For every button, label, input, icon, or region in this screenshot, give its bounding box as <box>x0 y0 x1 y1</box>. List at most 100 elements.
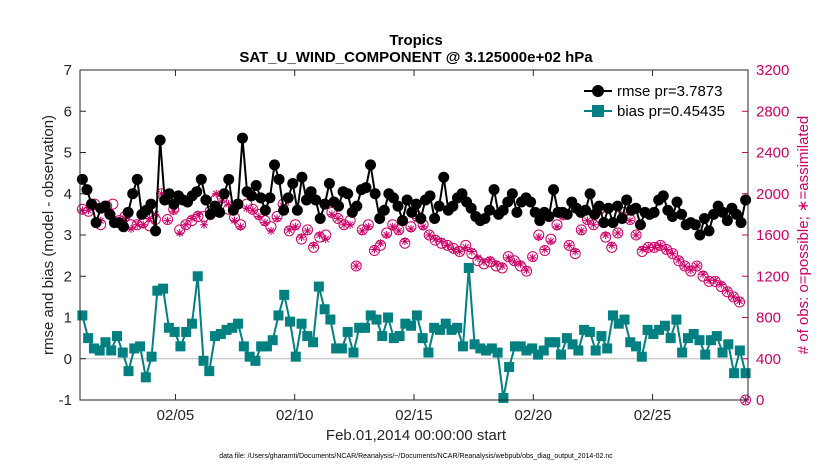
bias-point <box>475 343 486 354</box>
bias-point <box>377 331 388 342</box>
obs-assimilated-marker <box>200 220 209 229</box>
obs-assimilated-marker <box>327 210 336 219</box>
bias-point <box>642 324 653 335</box>
rmse-point <box>424 190 436 202</box>
bias-point <box>486 343 497 354</box>
bias-point <box>440 318 451 329</box>
rmse-point <box>365 159 377 171</box>
y-right-tick-label: 800 <box>756 310 781 327</box>
bias-point <box>117 347 128 358</box>
bias-point <box>279 289 290 300</box>
bias-point <box>544 337 555 348</box>
bias-point <box>688 329 699 339</box>
obs-assimilated-marker <box>528 253 537 262</box>
obs-assimilated-marker <box>516 259 525 268</box>
obs-assimilated-marker <box>425 231 434 239</box>
rmse-point <box>497 204 509 216</box>
obs-assimilated-marker <box>668 249 677 258</box>
obs-assimilated-marker <box>400 237 409 246</box>
y-right-tick-label: 2000 <box>756 186 789 203</box>
rmse-point <box>214 206 226 218</box>
bias-point <box>504 362 515 372</box>
bias-point <box>434 324 445 335</box>
bias-point <box>336 343 347 354</box>
legend-rmse-marker <box>592 85 604 97</box>
obs-assimilated-marker <box>120 214 129 223</box>
rmse-point <box>607 217 619 229</box>
obs-assimilated-marker <box>546 237 555 246</box>
rmse-point <box>580 204 592 216</box>
bias-point <box>607 310 618 321</box>
rmse-point <box>740 194 752 206</box>
bias-point <box>256 341 267 352</box>
obs-assimilated-marker <box>163 216 172 225</box>
obs-assimilated-marker <box>461 243 470 252</box>
bias-point <box>729 368 740 379</box>
obs-assimilated-marker <box>175 228 184 237</box>
bias-point <box>88 343 99 354</box>
obs-assimilated-marker <box>352 261 361 270</box>
rmse-point <box>314 213 326 224</box>
rmse-point <box>694 229 706 241</box>
obs-possible-marker <box>332 213 344 224</box>
rmse-point <box>433 200 445 212</box>
obs-assimilated-marker <box>370 245 379 254</box>
bias-point <box>515 341 526 352</box>
obs-assimilated-marker <box>613 228 622 237</box>
bias-point <box>371 314 382 325</box>
bias-point <box>556 349 567 360</box>
rmse-point <box>287 177 299 189</box>
obs-assimilated-marker <box>394 226 403 235</box>
bias-point <box>596 331 607 342</box>
rmse-point <box>154 134 166 146</box>
obs-assimilated-marker <box>601 231 610 239</box>
obs-assimilated-marker <box>735 297 744 305</box>
rmse-point <box>204 208 216 220</box>
rmse-point <box>456 188 468 200</box>
obs-assimilated-marker <box>133 220 142 229</box>
bias-point <box>561 333 572 344</box>
obs-assimilated-marker <box>680 261 689 270</box>
obs-assimilated-marker <box>309 241 318 250</box>
rmse-point <box>291 204 303 216</box>
rmse-point <box>548 184 560 196</box>
rmse-point <box>250 180 262 191</box>
obs-possible-marker <box>612 227 624 239</box>
rmse-point <box>127 188 139 200</box>
obs-assimilated-marker <box>723 286 732 295</box>
bias-point <box>261 341 272 352</box>
bias-point <box>175 341 186 352</box>
bias-point <box>532 349 543 360</box>
rmse-point <box>671 196 683 208</box>
bias-point <box>140 372 151 383</box>
bias-point <box>111 331 122 342</box>
legend: rmse pr=3.7873 bias pr=0.45435 <box>584 83 725 120</box>
rmse-point <box>616 213 628 224</box>
bias-point <box>671 314 682 325</box>
bias-point <box>296 318 307 329</box>
obs-assimilated-marker <box>577 226 586 235</box>
bias-point <box>342 326 353 337</box>
obs-assimilated-marker <box>662 245 671 254</box>
tick-group: -1 0 1 2 3 4 5 6 7 0 400 800 1200 1600 2000 2400 2800 320… <box>59 62 790 424</box>
obs-assimilated-marker <box>504 253 513 262</box>
rmse-point <box>305 186 317 198</box>
bias-point <box>452 322 463 333</box>
rmse-point <box>465 202 477 214</box>
bias-point <box>654 324 665 335</box>
obs-assimilated-marker <box>364 222 373 231</box>
rmse-point <box>676 208 688 220</box>
y-axis-label: rmse and bias (model - observation) <box>40 115 57 355</box>
rmse-point <box>666 210 678 222</box>
bias-point <box>711 331 722 342</box>
bias-point <box>677 347 688 358</box>
obs-assimilated-marker <box>297 233 306 242</box>
bias-point <box>383 312 394 323</box>
bias-point <box>400 318 411 329</box>
rmse-point <box>392 200 404 212</box>
obs-assimilated-marker <box>729 292 738 301</box>
bias-point <box>83 333 94 344</box>
bias-point <box>106 345 117 356</box>
obs-assimilated-marker <box>230 216 239 225</box>
bias-point <box>210 331 221 342</box>
